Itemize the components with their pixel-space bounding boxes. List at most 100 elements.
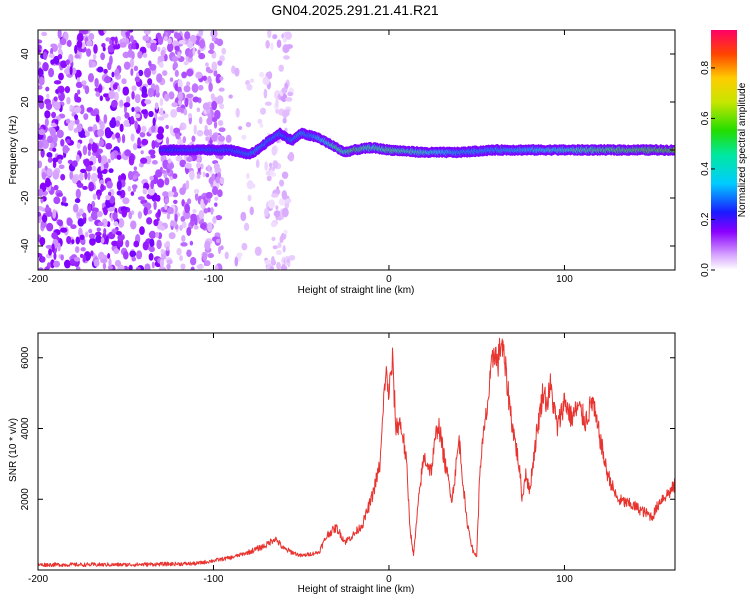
noise-cell <box>212 186 219 196</box>
noise-cell <box>206 117 213 126</box>
noise-cell <box>111 240 119 247</box>
noise-cell <box>111 99 118 108</box>
noise-cell <box>97 251 105 261</box>
noise-cell <box>272 245 278 250</box>
noise-cell <box>218 135 226 142</box>
noise-cell <box>166 136 170 146</box>
noise-cell <box>114 68 120 77</box>
noise-cell <box>228 94 233 99</box>
noise-cell <box>53 252 57 260</box>
noise-cell <box>97 193 101 200</box>
noise-cell <box>191 135 196 143</box>
noise-cell <box>78 208 84 215</box>
noise-cell <box>58 164 65 170</box>
noise-cell <box>154 102 159 110</box>
noise-cell <box>119 123 124 133</box>
noise-cell <box>40 256 46 263</box>
noise-cell <box>45 86 50 92</box>
noise-cell <box>164 93 170 102</box>
noise-cell <box>163 36 168 41</box>
noise-cell <box>148 60 152 67</box>
noise-cell <box>140 150 144 155</box>
snr-axes: -200 -100 0 100 2000 4000 6000 <box>20 333 675 585</box>
noise-cell <box>38 140 44 149</box>
noise-cell <box>153 219 159 227</box>
noise-cell <box>234 67 240 77</box>
noise-cell <box>187 198 192 205</box>
noise-cell <box>41 139 49 150</box>
noise-cell <box>127 185 132 192</box>
noise-cell <box>46 152 53 158</box>
noise-cell <box>209 42 215 51</box>
noise-cell <box>50 142 55 149</box>
noise-cell <box>105 194 111 201</box>
noise-cell <box>52 134 58 143</box>
noise-cell <box>281 207 289 218</box>
noise-cell <box>88 161 94 166</box>
noise-cell <box>168 232 176 240</box>
noise-cell <box>103 30 107 34</box>
noise-cell <box>203 129 210 136</box>
noise-cell <box>208 113 212 119</box>
noise-cell <box>75 266 81 270</box>
noise-cell <box>172 127 181 134</box>
noise-cell <box>97 84 103 94</box>
noise-cell <box>103 228 107 235</box>
noise-cell <box>184 162 192 169</box>
noise-cell <box>60 254 64 261</box>
noise-cell <box>135 266 141 270</box>
noise-cell <box>207 164 211 172</box>
noise-cell <box>56 154 64 161</box>
spectrogram-x-tick-label: -100 <box>203 274 223 285</box>
noise-cell <box>95 235 102 244</box>
noise-cell <box>204 260 211 267</box>
noise-cell <box>151 160 158 165</box>
noise-cell <box>205 191 213 199</box>
noise-cell <box>87 126 94 132</box>
noise-cell <box>46 93 50 99</box>
noise-cell <box>63 259 71 269</box>
noise-cell <box>189 100 193 110</box>
noise-cell <box>57 48 63 55</box>
noise-cell <box>50 259 55 269</box>
noise-cell <box>157 209 161 217</box>
noise-cell <box>73 106 82 114</box>
noise-cell <box>281 171 289 180</box>
noise-cell <box>38 76 45 86</box>
noise-cell <box>121 78 127 85</box>
noise-cell <box>288 151 295 162</box>
noise-cell <box>107 265 113 270</box>
noise-cell <box>169 77 174 82</box>
noise-cell <box>177 51 182 59</box>
noise-cell <box>196 173 201 180</box>
noise-cell <box>131 184 138 190</box>
noise-cell <box>103 114 108 124</box>
noise-cell <box>79 253 84 259</box>
noise-cell <box>117 175 122 182</box>
noise-cell <box>188 113 193 119</box>
noise-cell <box>270 42 274 51</box>
noise-cell <box>173 61 179 69</box>
noise-cell <box>159 107 164 116</box>
noise-cell <box>136 250 143 260</box>
noise-cell <box>108 258 112 268</box>
noise-cell <box>71 160 78 168</box>
noise-cell <box>164 197 170 204</box>
noise-cell <box>48 53 55 59</box>
noise-cell <box>155 194 161 202</box>
noise-cell <box>88 32 95 41</box>
noise-cell <box>110 151 115 161</box>
noise-cell <box>147 78 153 86</box>
noise-cell <box>53 184 59 191</box>
noise-cell <box>179 224 183 231</box>
noise-cell <box>84 231 89 238</box>
noise-cell <box>142 187 148 195</box>
noise-cell <box>193 124 197 135</box>
noise-cell <box>82 212 87 218</box>
noise-cell <box>181 221 187 229</box>
noise-cell <box>66 217 73 227</box>
noise-cell <box>126 96 131 104</box>
noise-cell <box>38 252 43 258</box>
noise-cell <box>206 222 213 233</box>
